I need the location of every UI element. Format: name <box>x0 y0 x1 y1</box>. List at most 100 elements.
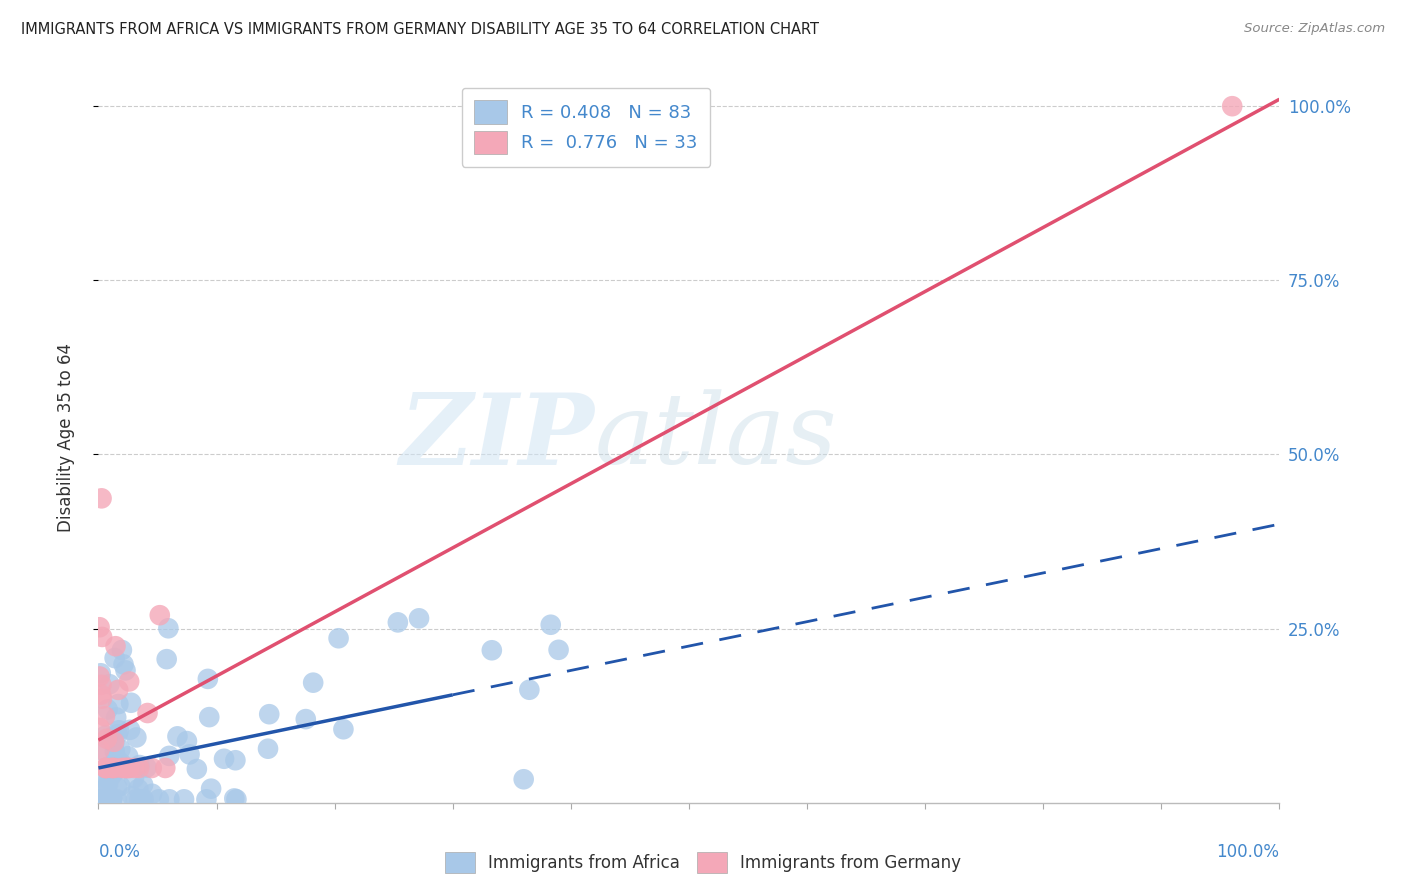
Point <box>132 778 155 792</box>
Point <box>101 761 124 775</box>
Point <box>1220 99 1243 113</box>
Point <box>540 617 562 632</box>
Point <box>387 615 409 630</box>
Legend: Immigrants from Africa, Immigrants from Germany: Immigrants from Africa, Immigrants from … <box>439 846 967 880</box>
Point <box>120 696 142 710</box>
Point <box>89 742 111 756</box>
Point <box>141 761 163 775</box>
Point <box>149 608 172 623</box>
Point <box>195 792 218 806</box>
Text: ZIP: ZIP <box>399 389 595 485</box>
Point <box>118 761 141 775</box>
Point <box>118 723 141 737</box>
Point <box>89 669 111 683</box>
Point <box>127 781 149 796</box>
Point <box>91 630 114 644</box>
Point <box>124 761 146 775</box>
Point <box>98 677 121 691</box>
Point <box>408 611 430 625</box>
Point <box>115 761 138 775</box>
Point <box>89 775 111 789</box>
Point <box>224 753 246 767</box>
Point <box>512 772 534 787</box>
Text: atlas: atlas <box>595 390 837 484</box>
Point <box>519 682 541 697</box>
Point <box>94 761 117 775</box>
Point <box>91 792 114 806</box>
Point <box>107 727 129 741</box>
Point <box>104 756 127 770</box>
Text: Source: ZipAtlas.com: Source: ZipAtlas.com <box>1244 22 1385 36</box>
Point <box>157 748 180 763</box>
Point <box>155 761 177 775</box>
Point <box>117 749 139 764</box>
Point <box>112 657 135 672</box>
Text: IMMIGRANTS FROM AFRICA VS IMMIGRANTS FROM GERMANY DISABILITY AGE 35 TO 64 CORREL: IMMIGRANTS FROM AFRICA VS IMMIGRANTS FRO… <box>21 22 820 37</box>
Point <box>115 761 138 775</box>
Point <box>97 772 120 787</box>
Point <box>105 792 128 806</box>
Point <box>166 730 188 744</box>
Point <box>103 736 125 750</box>
Point <box>212 752 235 766</box>
Point <box>101 792 124 806</box>
Point <box>128 792 150 806</box>
Point <box>200 781 222 796</box>
Point <box>104 639 127 653</box>
Point <box>179 747 201 762</box>
Point <box>105 780 128 795</box>
Point <box>108 723 131 738</box>
Point <box>89 792 111 806</box>
Point <box>94 709 117 723</box>
Point <box>156 652 179 666</box>
Point <box>89 721 111 735</box>
Point <box>114 664 136 678</box>
Point <box>122 771 145 785</box>
Point <box>101 730 124 744</box>
Point <box>125 792 148 806</box>
Point <box>224 791 246 805</box>
Point <box>257 741 280 756</box>
Point <box>94 792 117 806</box>
Point <box>110 779 132 793</box>
Point <box>90 678 112 692</box>
Point <box>90 792 112 806</box>
Point <box>108 756 131 771</box>
Point <box>90 688 112 702</box>
Point <box>107 697 129 711</box>
Point <box>128 758 150 772</box>
Point <box>101 761 124 775</box>
Point <box>198 710 221 724</box>
Point <box>107 682 129 697</box>
Point <box>94 729 117 743</box>
Point <box>104 651 127 665</box>
Point <box>100 768 122 782</box>
Point <box>173 792 195 806</box>
Point <box>136 706 159 720</box>
Point <box>97 777 120 791</box>
Point <box>104 761 127 775</box>
Point <box>93 745 115 759</box>
Point <box>157 792 180 806</box>
Y-axis label: Disability Age 35 to 64: Disability Age 35 to 64 <box>56 343 75 532</box>
Point <box>328 632 350 646</box>
Point <box>131 792 153 806</box>
Point <box>225 792 247 806</box>
Point <box>294 712 316 726</box>
Point <box>94 780 117 795</box>
Point <box>103 735 125 749</box>
Point <box>101 792 124 806</box>
Text: 0.0%: 0.0% <box>98 843 141 861</box>
Text: 100.0%: 100.0% <box>1216 843 1279 861</box>
Point <box>101 792 124 806</box>
Point <box>91 691 114 706</box>
Point <box>186 762 208 776</box>
Point <box>96 731 118 746</box>
Point <box>481 643 503 657</box>
Point <box>110 756 132 771</box>
Point <box>105 710 128 724</box>
Point <box>332 723 354 737</box>
Point <box>94 761 117 775</box>
Point <box>111 761 134 775</box>
Point <box>90 666 112 681</box>
